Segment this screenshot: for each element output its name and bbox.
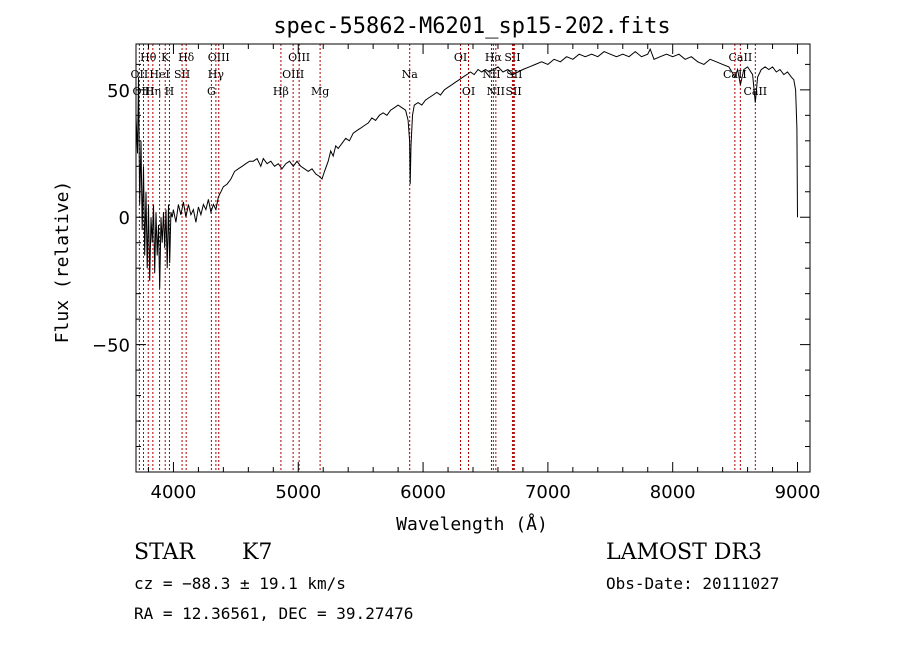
x-tick-label-1: 5000: [275, 482, 321, 503]
line-marker-label-7: SII: [174, 68, 190, 81]
flux-series-line: [135, 47, 798, 289]
x-tick-label-2: 6000: [400, 482, 446, 503]
coordinates-readout: RA = 12.36561, DEC = 39.27476: [134, 604, 414, 623]
y-tick-label-0: 50: [107, 81, 130, 102]
line-marker-label-11: G: [207, 85, 216, 98]
plot-frame: [135, 43, 811, 473]
redshift-readout: cz = −88.3 ± 19.1 km/s: [134, 574, 346, 593]
line-marker-label-5: HeI: [149, 68, 169, 81]
x-tick-label-3: 7000: [525, 482, 571, 503]
y-tick-label-2: −50: [92, 336, 130, 357]
line-marker-label-6: H: [165, 85, 175, 98]
line-marker-label-26: CaII: [723, 68, 747, 81]
line-marker-label-23: NII: [487, 85, 505, 98]
line-marker-label-17: OI: [454, 51, 467, 64]
x-tick-label-4: 8000: [650, 482, 696, 503]
line-marker-label-13: OIII: [288, 51, 310, 64]
object-subclass: K7: [242, 540, 273, 565]
chart-title: spec-55862-M6201_sp15-202.fits: [273, 14, 670, 39]
object-class: STAR: [134, 540, 195, 565]
survey-name: LAMOST DR3: [606, 540, 762, 565]
x-tick-label-5: 9000: [775, 482, 821, 503]
line-marker-label-15: Mg: [311, 85, 329, 98]
line-marker-label-8: Hδ: [178, 51, 195, 64]
line-marker-label-9: OIII: [208, 51, 230, 64]
y-tick-label-1: 0: [119, 208, 130, 229]
line-marker-label-10: Hγ: [208, 68, 225, 81]
line-marker-label-20: SII: [504, 51, 520, 64]
obs-date: Obs-Date: 20111027: [606, 574, 780, 593]
line-marker-label-25: CaII: [729, 51, 753, 64]
line-marker-label-16: Na: [402, 68, 419, 81]
line-marker-label-18: OI: [462, 85, 475, 98]
line-marker-label-4: K: [161, 51, 170, 64]
line-marker-label-19: Hα: [485, 51, 503, 64]
x-axis-label: Wavelength (Å): [396, 513, 548, 535]
x-tick-label-0: 4000: [151, 482, 197, 503]
line-marker-label-12: Hβ: [273, 85, 289, 98]
line-marker-label-24: SII: [505, 85, 521, 98]
axis-ticks: 4000 5000 6000 7000 8000 9000 50 0 −50: [92, 44, 820, 503]
y-axis-label: Flux (relative): [52, 181, 73, 344]
line-marker-label-1: OII: [131, 68, 149, 81]
line-marker-label-27: CaII: [743, 85, 767, 98]
spectrum-chart: spec-55862-M6201_sp15-202.fits Hθ OII OIII…: [52, 14, 820, 535]
line-marker-label-0: Hθ: [140, 51, 157, 64]
line-marker-label-3: Hη: [145, 85, 161, 98]
line-marker-label-14: OIII: [282, 68, 304, 81]
